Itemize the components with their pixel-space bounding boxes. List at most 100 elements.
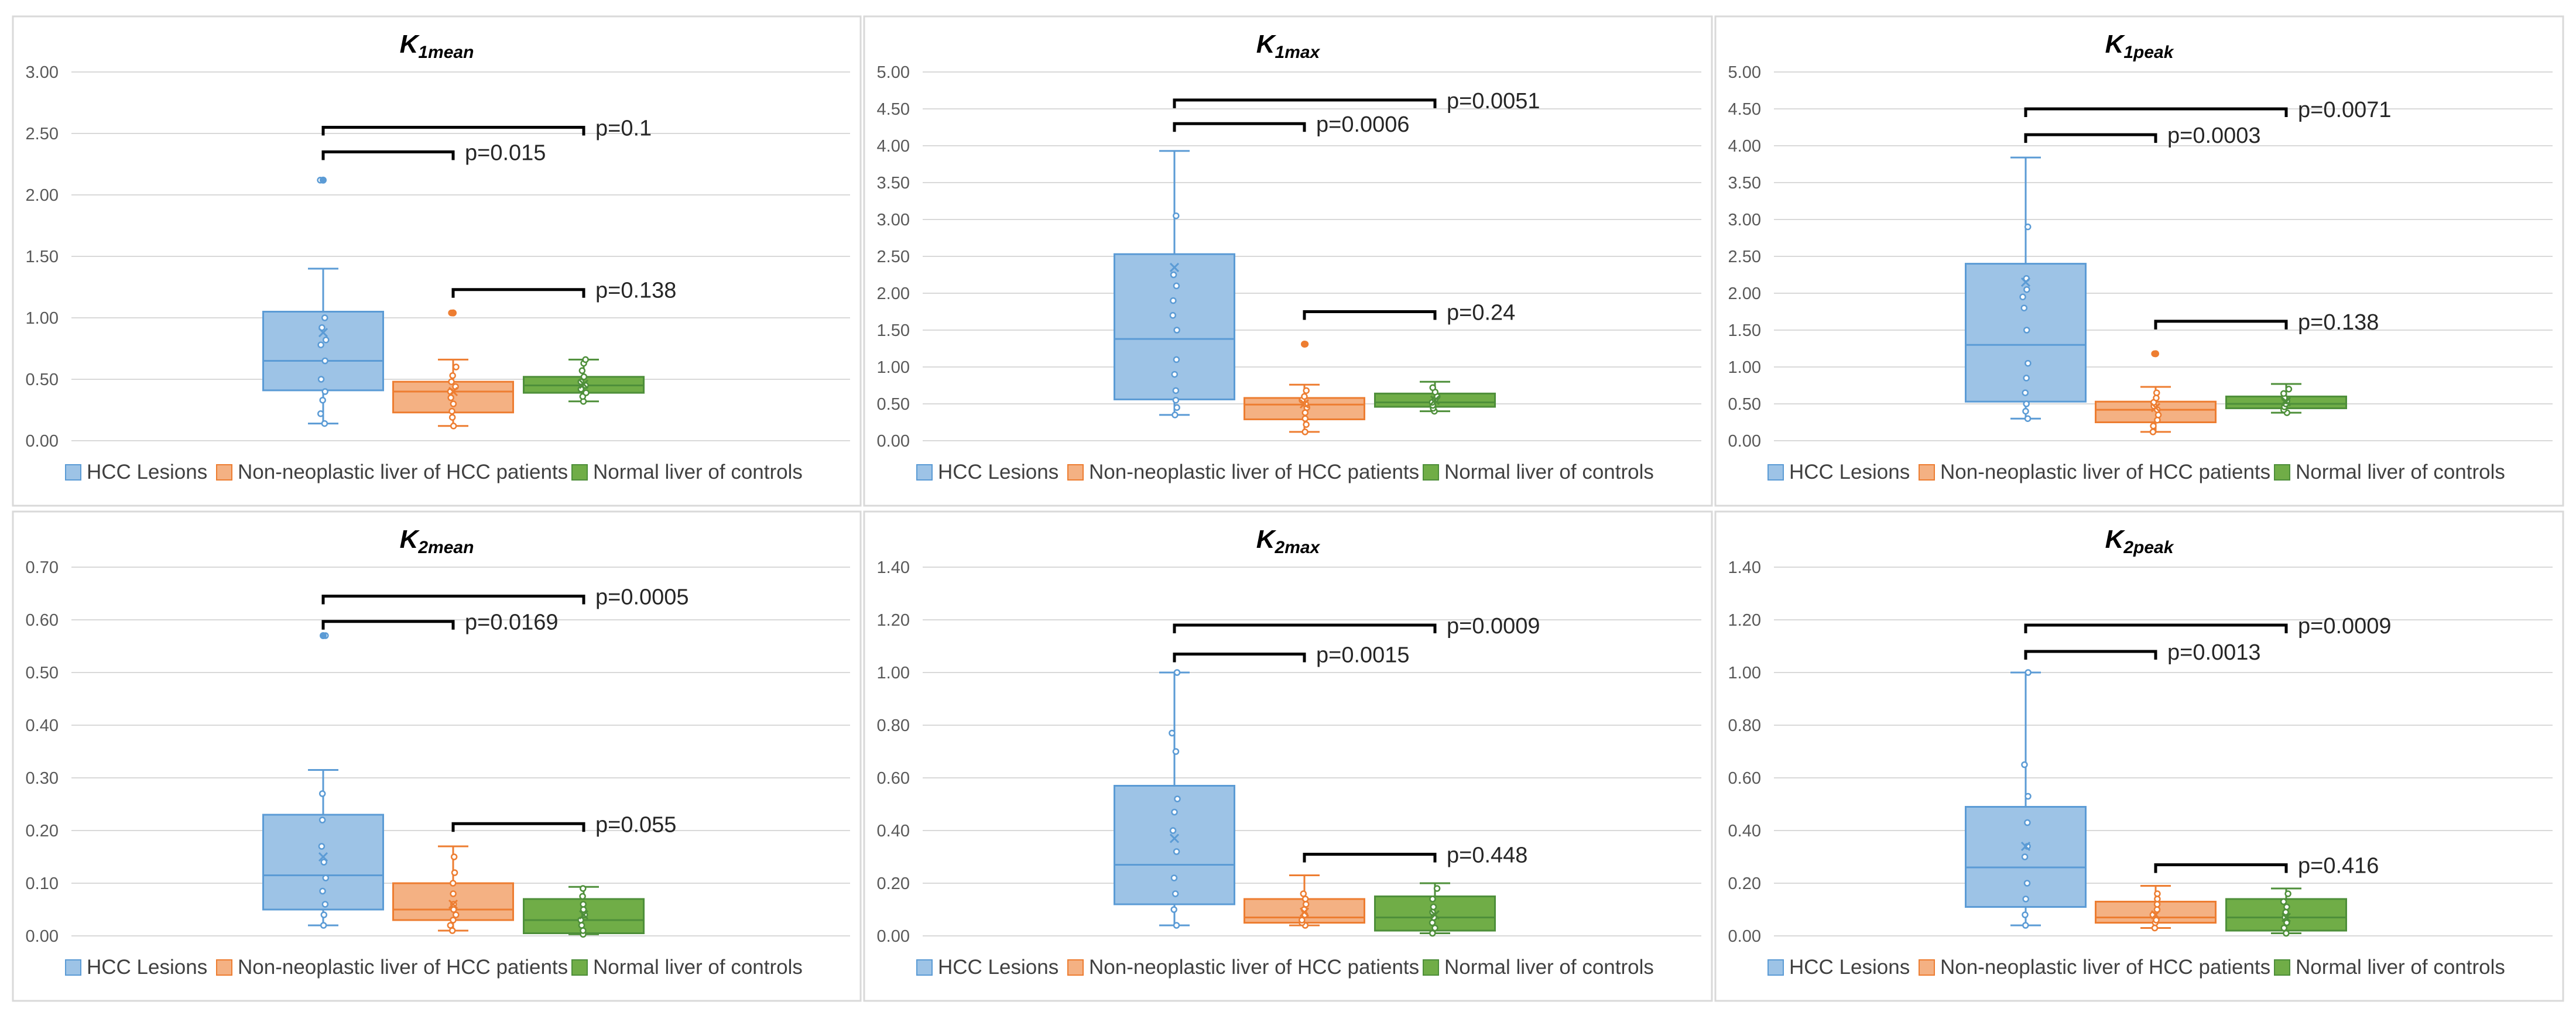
legend-swatch	[571, 959, 588, 976]
legend-label: HCC Lesions	[938, 956, 1059, 979]
data-point	[1300, 890, 1307, 897]
data-point	[2283, 903, 2290, 911]
mean-marker-stroke	[2020, 277, 2031, 287]
legend-label: Non-neoplastic liver of HCC patients	[238, 956, 568, 979]
box-1	[1114, 150, 1235, 418]
box-1	[1965, 669, 2087, 929]
legend-swatch	[2274, 959, 2290, 976]
chart-title-main: K	[400, 525, 420, 554]
mean-marker-stroke	[1430, 910, 1440, 920]
data-point	[453, 363, 460, 370]
legend-label: Non-neoplastic liver of HCC patients	[1089, 461, 1419, 483]
data-point	[1173, 212, 1180, 219]
data-point	[2024, 819, 2031, 826]
data-point	[2022, 407, 2029, 415]
data-point	[2024, 223, 2032, 231]
data-point	[2021, 853, 2029, 860]
data-point	[2022, 911, 2029, 918]
legend-swatch	[2274, 464, 2290, 481]
data-point	[2023, 880, 2031, 887]
p-value-label: p=0.416	[2298, 854, 2379, 879]
box-iqr	[1114, 785, 1235, 905]
significance-bracket	[1173, 122, 1306, 132]
y-tick-label: 4.50	[877, 100, 910, 119]
data-point	[1173, 669, 1181, 676]
mean-marker	[1169, 833, 1180, 843]
p-value-label: p=0.0009	[1447, 614, 1540, 639]
y-tick-label: 1.00	[877, 664, 910, 682]
data-point	[1302, 901, 1310, 908]
legend-label: HCC Lesions	[1789, 461, 1910, 483]
y-tick-label: 1.50	[26, 248, 59, 266]
y-tick-label: 0.60	[26, 611, 59, 630]
mean-marker-stroke	[2281, 912, 2291, 922]
mean-marker	[2020, 277, 2031, 287]
box-1	[262, 632, 384, 929]
data-point	[1172, 748, 1180, 755]
legend-swatch	[1067, 959, 1084, 976]
y-tick-label: 0.40	[1728, 822, 1761, 840]
mean-marker-stroke	[318, 852, 328, 862]
p-value-label: p=0.138	[2298, 310, 2379, 335]
mean-marker-stroke	[1299, 907, 1310, 917]
y-tick-label: 0.40	[26, 716, 59, 735]
legend: HCC Lesions Non-neoplastic liver of HCC p…	[65, 461, 803, 483]
data-point	[1172, 387, 1180, 394]
y-tick-label: 0.00	[1728, 432, 1761, 451]
significance-bracket	[1173, 623, 1437, 633]
data-point	[1170, 874, 1178, 881]
data-point	[2021, 761, 2028, 768]
data-point	[1174, 795, 1181, 802]
mean-marker-stroke	[1299, 399, 1310, 409]
y-tick-label: 0.10	[26, 874, 59, 893]
data-point	[2025, 359, 2032, 367]
y-tick-label: 2.50	[26, 125, 59, 143]
y-tick-label: 5.00	[877, 63, 910, 82]
data-point	[322, 874, 330, 881]
y-tick-label: 0.50	[1728, 395, 1761, 414]
y-tick-label: 3.50	[877, 174, 910, 193]
y-tick-label: 0.60	[1728, 769, 1761, 788]
mean-marker-stroke	[1430, 395, 1440, 405]
data-point	[1169, 312, 1177, 319]
p-value-label: p=0.0013	[2167, 640, 2261, 665]
significance-bracket	[2154, 320, 2288, 330]
data-point	[2280, 390, 2287, 397]
chart-title-subscript: 2mean	[417, 538, 474, 557]
legend: HCC Lesions Non-neoplastic liver of HCC p…	[1767, 956, 2505, 979]
chart-title-subscript: 2max	[1275, 538, 1321, 557]
data-point	[450, 890, 457, 897]
y-tick-label: 2.00	[877, 284, 910, 303]
legend-swatch	[65, 959, 81, 976]
outlier-point	[1301, 340, 1308, 348]
chart-title: K1peak	[2105, 30, 2174, 62]
data-point	[450, 853, 458, 860]
data-point	[453, 911, 460, 918]
outlier-point	[320, 632, 327, 639]
y-tick-label: 1.00	[26, 309, 59, 328]
p-value-label: p=0.0169	[465, 610, 559, 635]
data-point	[2024, 415, 2032, 422]
box-1	[262, 176, 384, 427]
p-value-label: p=0.0015	[1316, 643, 1410, 668]
y-tick-label: 0.70	[26, 558, 59, 577]
significance-bracket	[1173, 653, 1306, 663]
y-tick-label: 0.30	[26, 769, 59, 788]
data-point	[450, 917, 457, 924]
data-point	[2283, 929, 2290, 937]
legend-swatch	[1767, 959, 1784, 976]
significance-bracket	[2024, 133, 2157, 143]
y-tick-label: 1.50	[877, 321, 910, 340]
mean-marker	[2020, 841, 2031, 852]
mean-marker	[448, 386, 458, 397]
data-point	[322, 337, 330, 344]
y-tick-label: 0.20	[877, 874, 910, 893]
significance-bracket	[451, 288, 585, 298]
box-3	[1374, 882, 1496, 937]
data-point	[1173, 356, 1180, 363]
data-point	[450, 423, 457, 430]
chart-title-main: K	[2105, 30, 2126, 59]
y-tick-label: 1.20	[877, 611, 910, 630]
y-tick-label: 0.50	[877, 395, 910, 414]
data-point	[2154, 896, 2161, 903]
